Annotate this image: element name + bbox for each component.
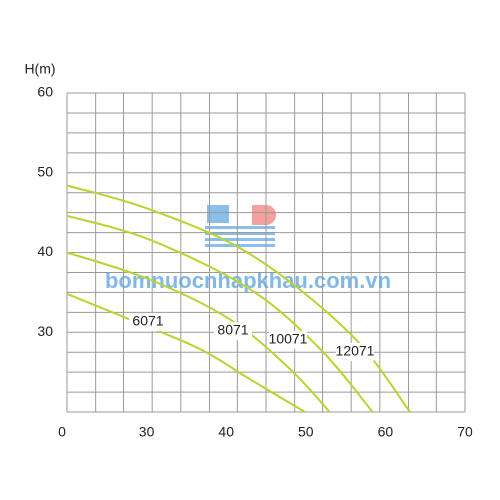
x-tick-label: 40: [218, 424, 234, 440]
curve-label: 10071: [269, 331, 308, 347]
pump-curve: [66, 214, 374, 413]
x-tick-label: 30: [139, 424, 155, 440]
x-tick-label: 50: [298, 424, 314, 440]
curve-label: 6071: [132, 313, 163, 329]
logo: [205, 205, 276, 247]
pump-curve: [66, 251, 331, 413]
x-tick-label: 70: [457, 424, 473, 440]
y-tick-label: 50: [37, 163, 53, 179]
curve-label-bg: [269, 331, 307, 349]
curve-label: 8071: [217, 322, 248, 338]
origin-label: 0: [58, 424, 66, 440]
watermark: bomnuocnhapkhau.com.vn: [105, 268, 391, 293]
y-tick-label: 60: [37, 84, 53, 100]
pump-curve: [66, 184, 411, 413]
y-axis-label: H(m): [24, 61, 55, 77]
x-tick-label: 60: [378, 424, 394, 440]
y-tick-label: 40: [37, 243, 53, 259]
curve-label-bg: [336, 343, 374, 361]
curve-label: 12071: [336, 343, 375, 359]
curve-label-bg: [129, 313, 167, 331]
pump-curve: [66, 293, 306, 413]
curve-label-bg: [214, 322, 252, 340]
y-tick-label: 30: [37, 323, 53, 339]
